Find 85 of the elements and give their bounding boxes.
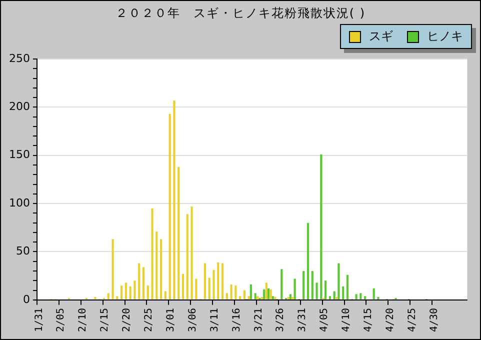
bar	[120, 285, 123, 300]
bar	[250, 284, 252, 300]
bar	[138, 263, 140, 300]
bar	[221, 263, 224, 300]
bar	[280, 269, 283, 300]
bar	[289, 294, 292, 300]
bar	[311, 271, 314, 300]
x-tick-label: 3/16	[231, 308, 242, 332]
bar	[272, 296, 274, 300]
x-tick-label: 2/15	[100, 308, 111, 332]
bar	[208, 278, 210, 300]
bar	[248, 296, 250, 300]
bar	[124, 282, 127, 300]
bar	[173, 100, 176, 300]
x-tick-label: 3/31	[297, 308, 308, 332]
x-tick-label: 4/10	[341, 308, 352, 332]
x-tick-label: 3/11	[209, 308, 220, 332]
legend-label: スギ	[369, 28, 393, 45]
x-tick-label: 3/21	[253, 308, 264, 332]
bar	[134, 280, 136, 300]
y-tick-label: 200	[9, 100, 30, 114]
x-tick-label: 1/31	[34, 308, 45, 332]
x-tick-label: 2/20	[122, 308, 133, 332]
x-tick-label: 3/06	[187, 308, 198, 332]
bar	[243, 290, 246, 300]
bar	[156, 232, 158, 300]
x-tick-label: 2/25	[144, 308, 155, 332]
legend-label: ヒノキ	[427, 28, 463, 45]
bar	[107, 293, 110, 300]
bar	[168, 114, 171, 300]
x-tick-label: 2/05	[56, 308, 67, 332]
bar	[320, 154, 322, 300]
bar	[239, 296, 242, 300]
bar	[372, 288, 375, 300]
x-tick-label: 2/10	[78, 308, 89, 332]
bar	[302, 271, 305, 300]
bar	[164, 291, 166, 300]
bar	[195, 278, 198, 300]
bar	[182, 274, 184, 300]
bar	[346, 274, 349, 300]
x-tick-label: 4/25	[406, 308, 418, 332]
x-tick-label: 4/15	[363, 308, 374, 332]
bar	[212, 270, 215, 300]
bar	[355, 294, 358, 300]
bar	[146, 285, 149, 300]
y-tick-label: 100	[9, 196, 30, 210]
bar	[217, 262, 220, 300]
bar	[230, 284, 232, 300]
x-tick-label: 3/01	[165, 308, 176, 332]
bar	[186, 214, 188, 300]
bar	[364, 296, 366, 300]
bar	[142, 267, 145, 300]
bar	[338, 263, 340, 300]
bar	[116, 296, 118, 300]
bar	[226, 293, 228, 300]
bar	[204, 263, 206, 300]
bar	[112, 239, 114, 300]
x-tick-label: 4/30	[428, 308, 440, 332]
x-tick-label: 4/20	[384, 308, 396, 332]
y-tick-label: 0	[23, 292, 30, 306]
bar	[254, 293, 256, 300]
x-tick-label: 4/05	[319, 308, 330, 332]
bar	[328, 296, 331, 300]
y-tick-label: 50	[16, 244, 30, 258]
y-tick-label: 250	[9, 52, 30, 65]
bar	[234, 285, 237, 300]
bar	[151, 208, 154, 300]
bar	[160, 239, 162, 300]
chart-title: ２０２０年 スギ・ヒノキ花粉飛散状況( )	[114, 5, 367, 22]
bar	[306, 222, 310, 300]
bar	[360, 293, 362, 300]
bar	[316, 282, 318, 300]
x-tick-label: 3/26	[275, 308, 286, 332]
bar	[178, 166, 180, 300]
bar	[129, 286, 132, 300]
bar	[342, 286, 344, 300]
bar	[265, 282, 268, 300]
bar	[270, 289, 272, 300]
bar	[263, 289, 266, 300]
bar	[294, 278, 296, 300]
bar	[324, 280, 327, 300]
bar	[190, 206, 193, 300]
y-tick-label: 150	[9, 148, 30, 162]
bar	[333, 291, 336, 300]
bar	[267, 288, 270, 300]
